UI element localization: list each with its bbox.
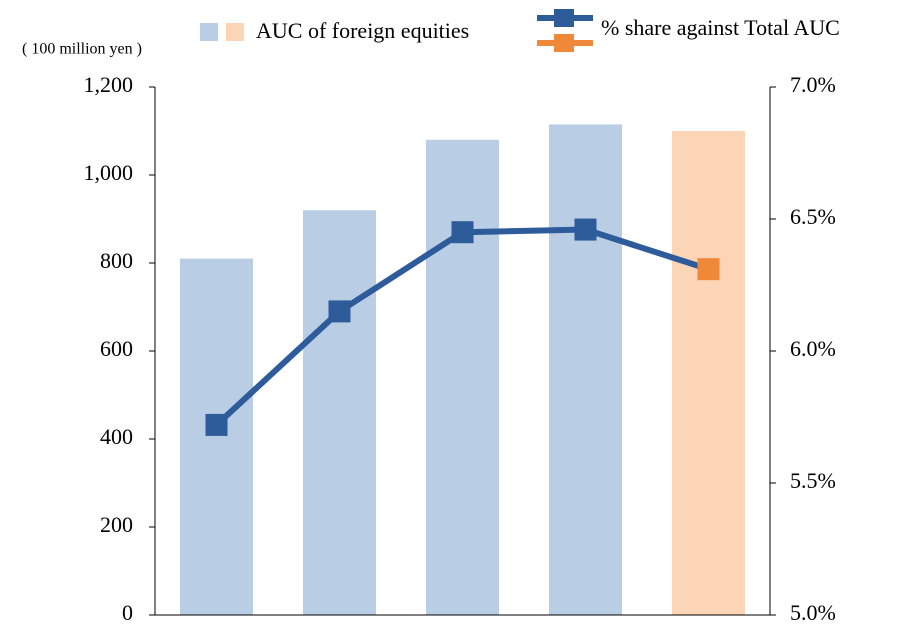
y-tick-label: 200 — [100, 512, 133, 537]
bar — [549, 124, 622, 616]
y2-tick-label: 6.5% — [790, 204, 836, 229]
marker — [697, 258, 720, 281]
bar — [180, 258, 253, 615]
legend-swatch — [200, 23, 218, 41]
bar — [426, 139, 499, 616]
y-tick-label: 1,000 — [84, 160, 134, 185]
marker — [451, 221, 474, 244]
y2-tick-label: 7.0% — [790, 72, 836, 97]
unit-label: ( 100 million yen ) — [22, 41, 142, 58]
y-tick-label: 800 — [100, 248, 133, 273]
legend-label: AUC of foreign equities — [256, 18, 469, 43]
marker — [328, 300, 351, 323]
y-tick-label: 0 — [122, 600, 133, 625]
y-tick-label: 400 — [100, 424, 133, 449]
legend-swatch — [226, 23, 244, 41]
legend-marker — [554, 34, 574, 52]
marker — [205, 413, 228, 436]
y2-tick-label: 5.0% — [790, 600, 836, 625]
y-tick-label: 1,200 — [84, 72, 134, 97]
y-tick-label: 600 — [100, 336, 133, 361]
legend-marker — [554, 9, 574, 27]
marker — [574, 218, 597, 241]
y2-tick-label: 6.0% — [790, 336, 836, 361]
legend-label: % share against Total AUC — [601, 15, 840, 40]
y2-tick-label: 5.5% — [790, 468, 836, 493]
bar — [672, 131, 745, 615]
bar — [303, 210, 376, 615]
